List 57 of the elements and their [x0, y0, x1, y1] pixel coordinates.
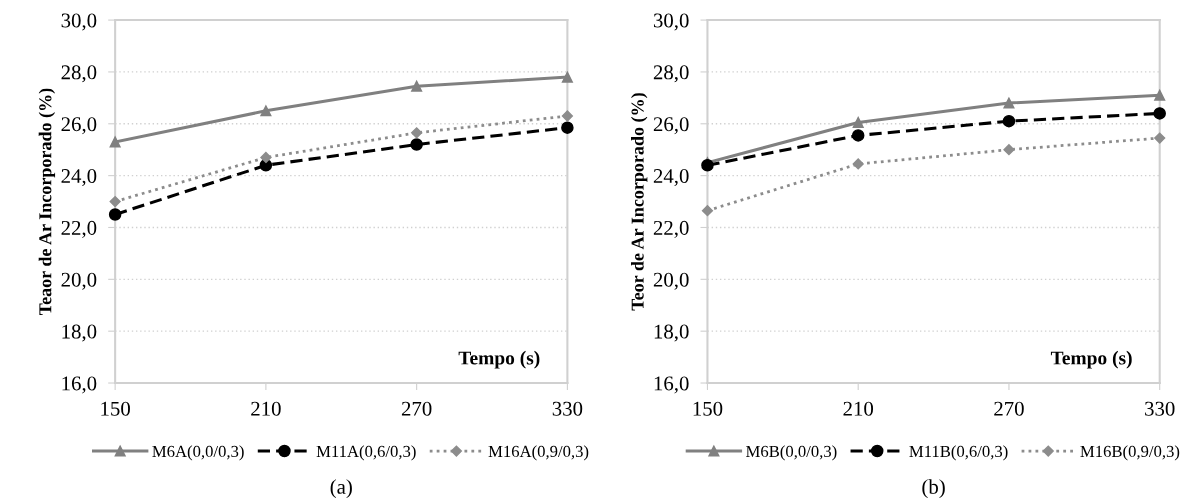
- x-tick-label: 270: [401, 401, 432, 416]
- y-tick-label: 18,0: [62, 324, 97, 342]
- y-tick-label: 30,0: [61, 13, 97, 31]
- y-tick-label: 18,0: [654, 324, 689, 342]
- y-tick-label: 20,0: [653, 272, 689, 290]
- x-tick-label: 330: [552, 401, 583, 416]
- point: [561, 121, 574, 134]
- y-axis-title: Teaor de Ar Incorporado (%): [38, 88, 56, 315]
- y-tick-label: 26,0: [653, 117, 689, 135]
- y-tick-label: 16,0: [654, 376, 689, 394]
- text: (b): [922, 479, 945, 499]
- x-tick-label: 270: [994, 401, 1024, 416]
- legend-label: M16A(0,9/0,3): [488, 445, 589, 461]
- x-axis-title: Tempo (s): [1050, 350, 1132, 369]
- point: [561, 71, 573, 83]
- point: [109, 136, 121, 148]
- point: [108, 208, 122, 221]
- point: [260, 105, 272, 117]
- point: [1154, 89, 1166, 101]
- x-axis-title: Tempo (s): [458, 350, 540, 369]
- point: [410, 138, 423, 151]
- point: [1002, 114, 1016, 128]
- y-tick-label: 22,0: [653, 220, 689, 238]
- point: [1003, 144, 1015, 156]
- x-tick-label: 210: [843, 401, 874, 416]
- point: [852, 158, 864, 170]
- legend-label: M6B(0,0/0,3): [746, 445, 837, 461]
- y-tick-label: 24,0: [653, 169, 689, 187]
- point: [1003, 97, 1015, 109]
- legend-label: M11B(0,6/0,3): [909, 445, 1008, 461]
- legend-label: M16B(0,9/0,3): [1080, 445, 1180, 461]
- point: [701, 205, 714, 217]
- y-tick-label: 22,0: [61, 220, 97, 238]
- x-tick-label: 210: [251, 401, 281, 416]
- legend-label: M11A(0,6/0,3): [316, 445, 416, 461]
- y-tick-label: 28,0: [61, 65, 97, 83]
- y-tick-label: 20,0: [61, 272, 97, 290]
- point: [1153, 107, 1166, 120]
- text: (a): [330, 479, 352, 499]
- point: [561, 110, 573, 122]
- point: [109, 195, 121, 208]
- y-tick-label: 24,0: [61, 169, 97, 187]
- y-axis-title: Teor de Ar Incorporado (%): [631, 93, 648, 311]
- legend-label: M6A(0,0/0,3): [152, 445, 244, 461]
- y-tick-label: 28,0: [653, 65, 689, 83]
- y-tick-label: 30,0: [653, 13, 689, 31]
- x-tick-label: 150: [101, 401, 130, 416]
- point: [411, 80, 423, 92]
- point: [411, 127, 423, 139]
- x-tick-label: 330: [1145, 401, 1175, 416]
- point: [1154, 132, 1166, 144]
- point: [851, 129, 865, 142]
- point: [260, 151, 272, 164]
- point: [852, 116, 864, 129]
- y-tick-label: 16,0: [62, 376, 97, 394]
- x-tick-label: 150: [693, 401, 723, 416]
- y-tick-label: 26,0: [61, 117, 97, 135]
